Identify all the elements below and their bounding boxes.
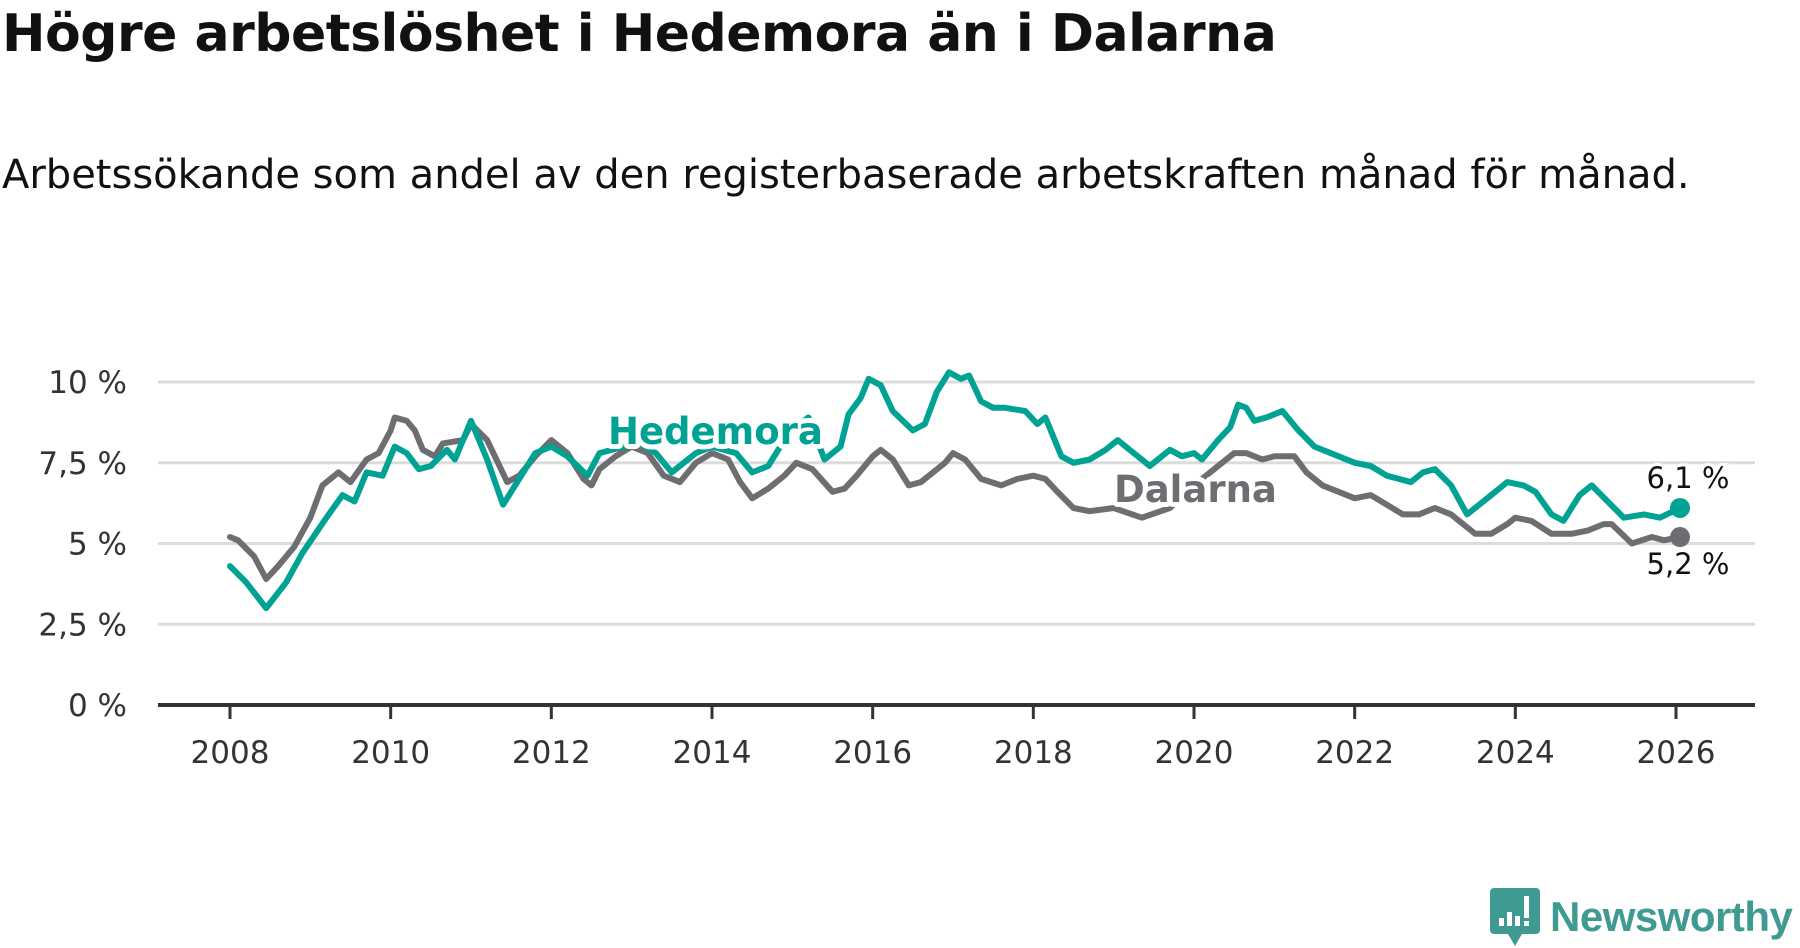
newsworthy-logo-text: Newsworthy xyxy=(1550,893,1793,940)
x-tick-label: 2026 xyxy=(1637,735,1716,771)
end-label-hedemora: 6,1 % xyxy=(1647,461,1730,495)
newsworthy-logo: Newsworthy xyxy=(1490,888,1793,946)
x-tick-label: 2016 xyxy=(833,735,912,771)
x-tick-label: 2020 xyxy=(1155,735,1234,771)
y-axis-ticks: 0 % 2,5 % 5 % 7,5 % 10 % xyxy=(38,365,127,724)
x-tick-label: 2010 xyxy=(351,735,430,771)
series-lines xyxy=(227,369,1691,612)
y-tick-label: 0 % xyxy=(68,688,127,724)
y-tick-label: 10 % xyxy=(48,365,127,401)
y-tick-label: 5 % xyxy=(68,527,127,563)
x-tick-label: 2012 xyxy=(512,735,591,771)
x-tick-label: 2014 xyxy=(673,735,752,771)
x-tick-label: 2018 xyxy=(994,735,1073,771)
series-line-dalarna xyxy=(227,414,1683,582)
x-tick-label: 2008 xyxy=(191,735,270,771)
series-label-hedemora: Hedemora xyxy=(608,410,823,453)
end-point-dalarna xyxy=(1670,527,1691,548)
y-tick-label: 7,5 % xyxy=(38,446,127,482)
series-labels: Hedemora Dalarna 6,1 % 5,2 % xyxy=(603,405,1732,584)
series-label-dalarna: Dalarna xyxy=(1114,468,1277,511)
x-tick-label: 2022 xyxy=(1315,735,1394,771)
end-label-dalarna: 5,2 % xyxy=(1647,547,1730,581)
end-point-hedemora xyxy=(1670,497,1691,518)
x-axis: 2008 2010 2012 2014 2016 2018 2020 2022 2024 2026 xyxy=(158,703,1755,771)
gridlines xyxy=(158,380,1755,626)
newsworthy-logo-icon xyxy=(1490,888,1540,946)
series-line-hedemora xyxy=(227,369,1683,612)
chart-subtitle: Arbetssökande som andel av den registerb… xyxy=(2,152,1690,198)
y-tick-label: 2,5 % xyxy=(38,607,127,643)
chart-title: Högre arbetslöshet i Hedemora än i Dalar… xyxy=(2,4,1277,64)
x-tick-label: 2024 xyxy=(1476,735,1555,771)
